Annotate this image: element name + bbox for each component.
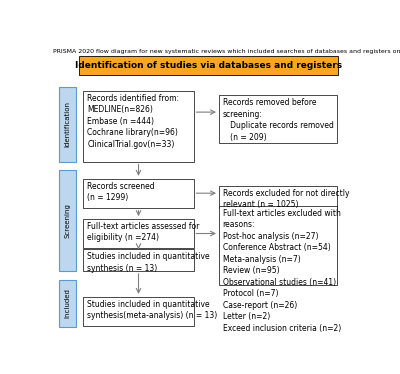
FancyBboxPatch shape — [219, 186, 337, 208]
FancyBboxPatch shape — [219, 95, 337, 143]
Text: Records identified from:
MEDLINE(n=826)
Embase (n =444)
Cochrane library(n=96)
C: Records identified from: MEDLINE(n=826) … — [87, 94, 179, 148]
FancyBboxPatch shape — [84, 297, 194, 326]
Text: Identification: Identification — [65, 101, 71, 147]
FancyBboxPatch shape — [84, 219, 194, 248]
FancyBboxPatch shape — [84, 179, 194, 208]
FancyBboxPatch shape — [84, 249, 194, 271]
Text: Records screened
(n = 1299): Records screened (n = 1299) — [87, 182, 155, 202]
Text: Full-text articles assessed for
eligibility (n =274): Full-text articles assessed for eligibil… — [87, 222, 200, 242]
Text: Identification of studies via databases and registers: Identification of studies via databases … — [75, 61, 342, 70]
FancyBboxPatch shape — [59, 280, 76, 327]
FancyBboxPatch shape — [59, 87, 76, 162]
Text: PRISMA 2020 flow diagram for new systematic reviews which included searches of d: PRISMA 2020 flow diagram for new systema… — [53, 49, 400, 54]
FancyBboxPatch shape — [84, 91, 194, 162]
Text: Full-text articles excluded with
reasons:
Post-hoc analysis (n=27)
Conference Ab: Full-text articles excluded with reasons… — [223, 209, 341, 332]
Text: Studies included in quantitative
synthesis(meta-analysis) (n = 13): Studies included in quantitative synthes… — [87, 300, 218, 320]
Text: Records excluded for not directly
relevant (n = 1025): Records excluded for not directly releva… — [223, 189, 349, 209]
Text: Studies included in quantitative
synthesis (n = 13): Studies included in quantitative synthes… — [87, 252, 210, 273]
FancyBboxPatch shape — [219, 206, 337, 285]
Text: Included: Included — [65, 288, 71, 318]
Text: Records removed before
screening:
   Duplicate records removed
   (n = 209): Records removed before screening: Duplic… — [223, 98, 334, 141]
Text: Screening: Screening — [65, 203, 71, 238]
FancyBboxPatch shape — [59, 170, 76, 271]
FancyBboxPatch shape — [80, 56, 338, 75]
